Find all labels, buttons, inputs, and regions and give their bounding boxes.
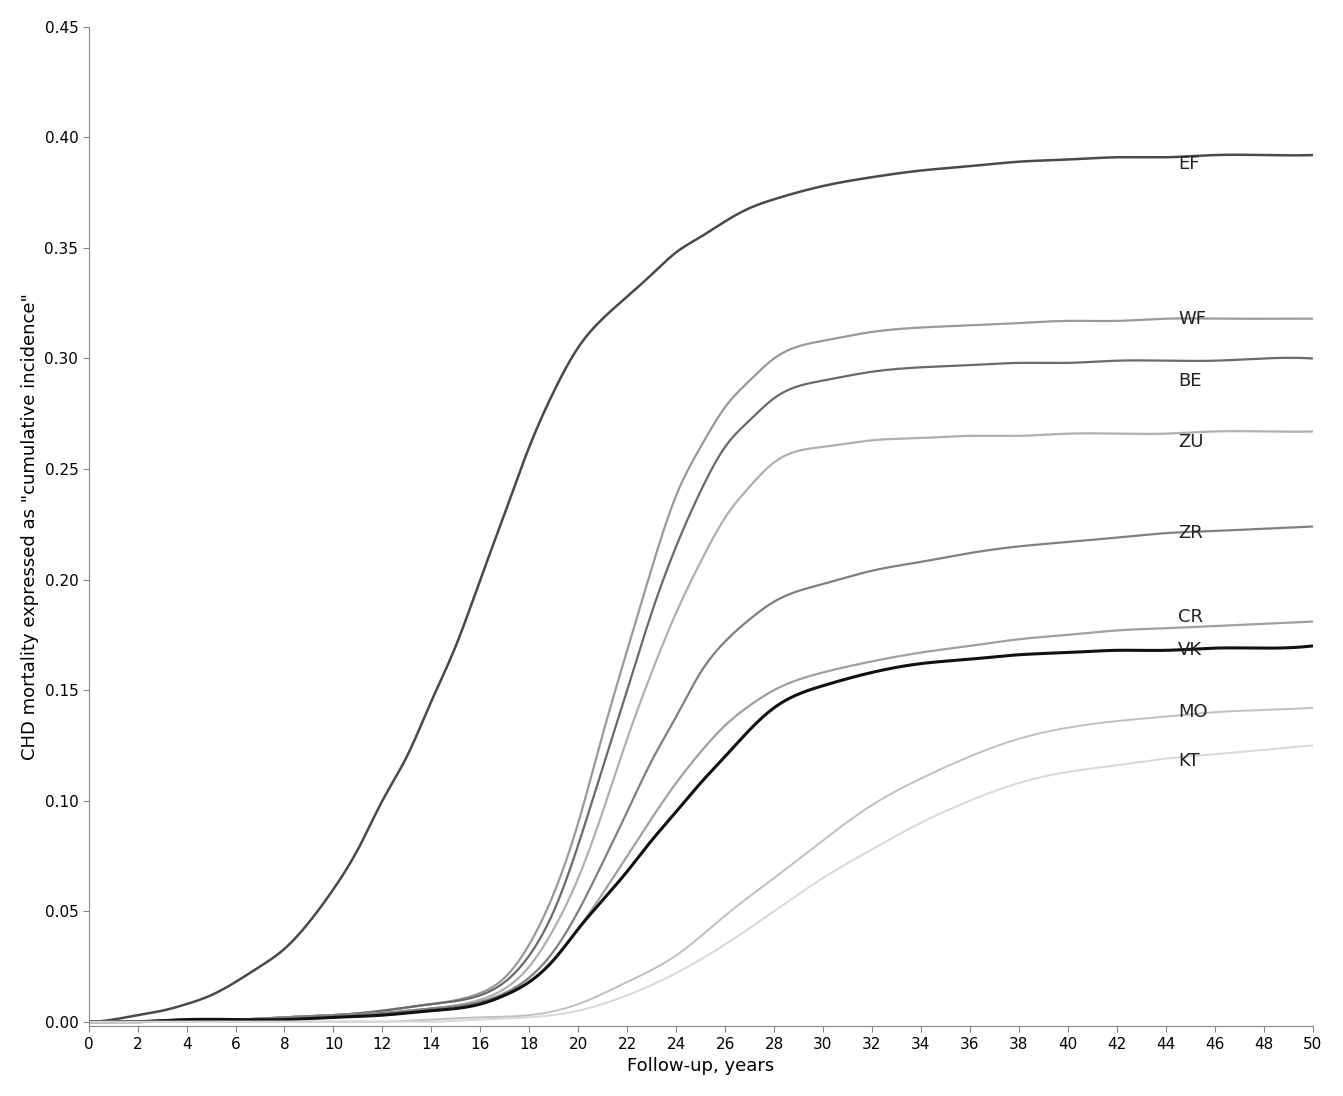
Text: ZU: ZU <box>1178 434 1203 452</box>
Text: EF: EF <box>1178 155 1199 173</box>
Text: WF: WF <box>1178 310 1206 328</box>
Text: KT: KT <box>1178 752 1199 769</box>
Text: CR: CR <box>1178 608 1203 626</box>
Text: VK: VK <box>1178 641 1202 660</box>
Text: BE: BE <box>1178 372 1202 389</box>
X-axis label: Follow-up, years: Follow-up, years <box>627 1058 774 1075</box>
Y-axis label: CHD mortality expressed as "cumulative incidence": CHD mortality expressed as "cumulative i… <box>21 293 39 760</box>
Text: ZR: ZR <box>1178 524 1203 543</box>
Text: MO: MO <box>1178 704 1207 721</box>
